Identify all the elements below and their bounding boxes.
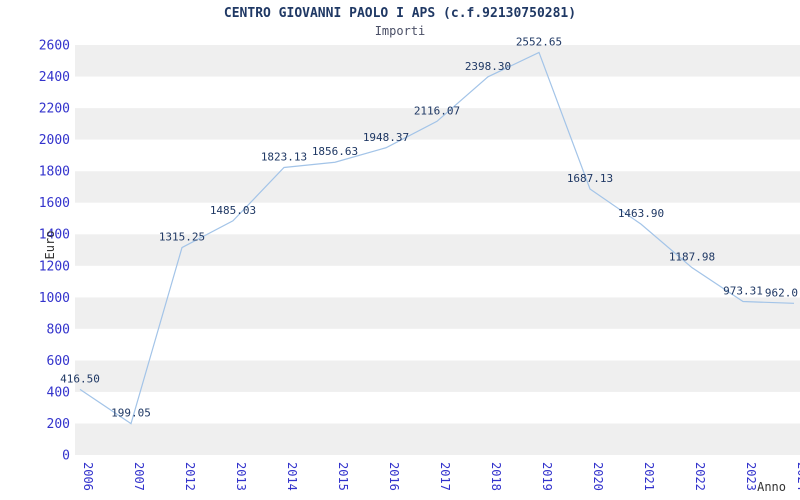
x-tick-label: 2017: [438, 462, 452, 491]
point-label: 973.31: [723, 285, 763, 298]
point-label: 1315.25: [159, 231, 205, 244]
plot-band: [75, 202, 800, 235]
x-axis-label: Anno: [757, 480, 786, 494]
point-label: 1187.98: [669, 251, 715, 264]
plot-band: [75, 171, 800, 203]
plot-band: [75, 108, 800, 140]
x-tick-label: 2016: [387, 462, 401, 491]
y-tick-label: 1200: [39, 259, 70, 274]
y-axis-label: Euro: [43, 230, 57, 260]
y-tick-label: 2600: [39, 39, 70, 54]
plot-band: [75, 391, 800, 424]
x-tick-label: 2013: [234, 462, 248, 491]
x-tick-label: 2020: [591, 462, 605, 491]
x-tick-label: 2012: [183, 462, 197, 491]
point-label: 2116.07: [414, 104, 460, 117]
point-label: 2552.65: [516, 35, 562, 48]
x-tick-label: 2023: [744, 462, 758, 491]
y-tick-label: 200: [47, 417, 70, 432]
plot-band: [75, 360, 800, 392]
point-label: 1856.63: [312, 145, 358, 158]
y-tick-label: 1000: [39, 291, 70, 306]
point-label: 1463.90: [618, 207, 664, 220]
point-label: 416.50: [60, 372, 100, 385]
plot-band: [75, 423, 800, 455]
x-tick-label: 2021: [642, 462, 656, 491]
plot-band: [75, 297, 800, 329]
plot-band: [75, 45, 800, 77]
y-tick-label: 1400: [39, 228, 70, 243]
chart-title: CENTRO GIOVANNI PAOLO I APS (c.f.9213075…: [223, 6, 577, 21]
x-tick-label: 2019: [540, 462, 554, 491]
plot-band: [75, 139, 800, 172]
y-tick-label: 600: [47, 354, 70, 369]
y-tick-label: 2200: [39, 102, 70, 117]
series-line: [79, 51, 795, 425]
x-tick-label: 2007: [132, 462, 146, 491]
x-tick-label: 2022: [693, 462, 707, 491]
plot-band: [75, 76, 800, 109]
point-label: 199.05: [111, 407, 151, 420]
chart-subtitle: Importi: [374, 24, 426, 38]
x-tick-label: 2006: [81, 462, 95, 491]
x-tick-label: 2015: [336, 462, 350, 491]
point-label: 1823.13: [261, 151, 307, 164]
y-tick-label: 800: [47, 322, 70, 337]
point-label: 1948.37: [363, 131, 409, 144]
point-label: 1485.03: [210, 204, 256, 217]
plot-band: [75, 265, 800, 298]
y-tick-label: 2400: [39, 70, 70, 85]
x-tick-label: 2024: [795, 462, 800, 491]
y-tick-label: 2000: [39, 133, 70, 148]
y-tick-label: 0: [62, 449, 70, 464]
point-label: 962.0: [765, 286, 798, 299]
y-tick-label: 1800: [39, 165, 70, 180]
x-tick-label: 2014: [285, 462, 299, 491]
plot-band: [75, 328, 800, 361]
y-tick-label: 1600: [39, 196, 70, 211]
point-label: 1687.13: [567, 172, 613, 185]
plot-band: [75, 234, 800, 266]
point-label: 2398.30: [465, 60, 511, 73]
x-tick-label: 2018: [489, 462, 503, 491]
y-tick-label: 400: [47, 385, 70, 400]
